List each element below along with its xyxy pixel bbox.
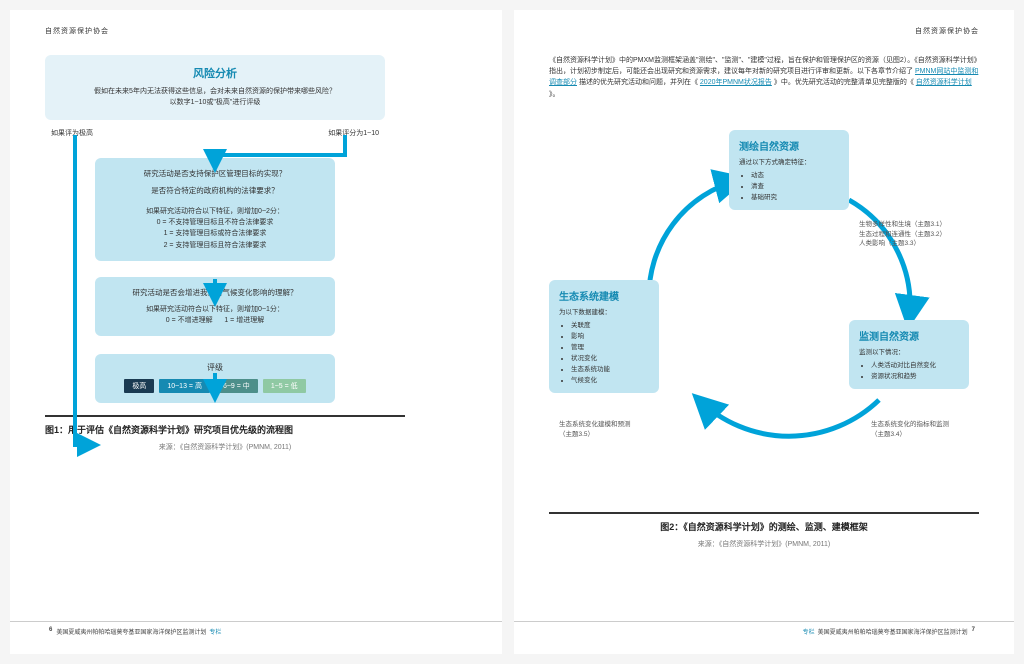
cycle-box-map: 测绘自然资源 通过以下方式确定特征： 动态清查基础研究 <box>729 130 849 210</box>
flowchart-climate-box: 研究活动是否会增进我们对气候变化影响的理解？ 如果研究活动符合以下特征，则增加0… <box>95 277 335 336</box>
list-item: 清查 <box>751 180 839 190</box>
flowchart-figure1: 风险分析 假如在未来5年内无法获得这些信息，会对未来自然资源的保护带来哪些风险？… <box>45 55 385 403</box>
model-title: 生态系统建模 <box>559 288 649 303</box>
page-right: 自然资源保护协会 《自然资源科学计划》中的PMXM监测框架涵盖"测绘"、"监测"… <box>514 10 1014 654</box>
list-item: 状况变化 <box>571 352 649 362</box>
figure1-caption: 图1：用于评估《自然资源科学计划》研究项目优先级的流程图 来源：《自然资源科学计… <box>45 415 405 452</box>
label-model-theme: 生态系统变化建模和预测 （主题3.5） <box>559 420 631 440</box>
support-opt0: 0 = 不支持管理目标且不符合法律要求 <box>107 217 323 228</box>
footer-text: 美国夏威夷州帕帕哈瑙莫夸基亚国家海洋保护区监测计划 <box>56 627 206 636</box>
list-item: 气候变化 <box>571 374 649 384</box>
list-item: 关联度 <box>571 319 649 329</box>
footer-accent: 专栏 <box>803 627 815 636</box>
rating-pill: 10~13 = 高 <box>159 379 210 393</box>
figure1-title: 图1：用于评估《自然资源科学计划》研究项目优先级的流程图 <box>45 423 405 436</box>
cycle-diagram: 测绘自然资源 通过以下方式确定特征： 动态清查基础研究 监测自然资源 监测以下情… <box>549 120 979 500</box>
label-map-themes: 生物多样性和生境（主题3.1） 生态过程和连通性（主题3.2） 人类影响（主题3… <box>859 220 946 249</box>
flowchart-rating-box: 评级 极高 10~13 = 高 6~9 = 中 1~5 = 低 <box>95 354 335 403</box>
rating-pill: 极高 <box>124 379 154 393</box>
running-header: 自然资源保护协会 <box>915 26 979 36</box>
support-intro: 如果研究活动符合以下特征，则增加0~2分： <box>107 206 323 217</box>
figure1-source: 来源：《自然资源科学计划》(PMNM, 2011) <box>45 442 405 452</box>
support-q2: 是否符合特定的政府机构的法律要求？ <box>107 185 323 197</box>
support-opt2: 2 = 支持管理目标且符合法律要求 <box>107 240 323 251</box>
support-opt1: 1 = 支持管理目标或符合法律要求 <box>107 228 323 239</box>
map-sub: 通过以下方式确定特征： <box>739 156 839 166</box>
list-item: 资源状况和趋势 <box>871 370 959 380</box>
label-monitor-theme: 生态系统变化的指标和监测 （主题3.4） <box>871 420 949 440</box>
branch-left-label: 如果评为极高 <box>51 128 93 138</box>
support-q1: 研究活动是否支持保护区管理目标的实现？ <box>107 168 323 180</box>
model-items: 关联度影响管理状况变化生态系统功能气候变化 <box>571 319 649 384</box>
footer-text: 美国夏威夷州帕帕哈瑙莫夸基亚国家海洋保护区监测计划 <box>818 627 968 636</box>
rating-pills: 极高 10~13 = 高 6~9 = 中 1~5 = 低 <box>105 379 325 393</box>
cycle-box-model: 生态系统建模 为以下数据建模： 关联度影响管理状况变化生态系统功能气候变化 <box>549 280 659 393</box>
page-number: 6 <box>49 627 52 636</box>
link-science-plan[interactable]: 自然资源科学计划 <box>916 79 972 86</box>
climate-intro: 如果研究活动符合以下特征，则增加0~1分： <box>107 304 323 315</box>
flowchart-risk-box: 风险分析 假如在未来5年内无法获得这些信息，会对未来自然资源的保护带来哪些风险？… <box>45 55 385 120</box>
list-item: 管理 <box>571 341 649 351</box>
list-item: 生态系统功能 <box>571 363 649 373</box>
list-item: 动态 <box>751 169 839 179</box>
figure2-caption: 图2：《自然资源科学计划》的测绘、监测、建模框架 来源：《自然资源科学计划》(P… <box>549 512 979 549</box>
page-left: 自然资源保护协会 风险分析 假如在未来5年内无法获得这些信息，会对未来自然资源的… <box>10 10 502 654</box>
branch-labels: 如果评为极高 如果评分为1~10 <box>45 128 385 142</box>
list-item: 人类活动对比自然变化 <box>871 359 959 369</box>
page-number: 7 <box>972 627 975 636</box>
rating-pill: 6~9 = 中 <box>215 379 258 393</box>
list-item: 影响 <box>571 330 649 340</box>
running-header: 自然资源保护协会 <box>45 26 109 36</box>
link-2020-report[interactable]: 2020年PMNM状况报告 <box>700 79 772 86</box>
list-item: 基础研究 <box>751 191 839 201</box>
rating-title: 评级 <box>105 362 325 373</box>
monitor-sub: 监测以下情况： <box>859 346 959 356</box>
branch-right-label: 如果评分为1~10 <box>328 128 379 138</box>
climate-opt0: 0 = 不增进理解 <box>166 317 213 324</box>
flowchart-support-box: 研究活动是否支持保护区管理目标的实现？ 是否符合特定的政府机构的法律要求？ 如果… <box>95 158 335 261</box>
risk-scale: 以数字1~10或"极高"进行评级 <box>59 98 371 109</box>
climate-opt1: 1 = 增进理解 <box>224 317 264 324</box>
monitor-title: 监测自然资源 <box>859 328 959 343</box>
risk-title: 风险分析 <box>59 65 371 81</box>
figure2-title: 图2：《自然资源科学计划》的测绘、监测、建模框架 <box>549 520 979 533</box>
cycle-box-monitor: 监测自然资源 监测以下情况： 人类活动对比自然变化资源状况和趋势 <box>849 320 969 389</box>
map-items: 动态清查基础研究 <box>751 169 839 201</box>
model-sub: 为以下数据建模： <box>559 306 649 316</box>
footer-left-page: 6 美国夏威夷州帕帕哈瑙莫夸基亚国家海洋保护区监测计划 专栏 <box>10 621 502 636</box>
rating-pill: 1~5 = 低 <box>263 379 306 393</box>
intro-paragraph: 《自然资源科学计划》中的PMXM监测框架涵盖"测绘"、"监测"、"建模"过程，旨… <box>549 55 979 100</box>
figure2-source: 来源：《自然资源科学计划》(PMNM, 2011) <box>549 539 979 549</box>
map-title: 测绘自然资源 <box>739 138 839 153</box>
footer-accent: 专栏 <box>209 627 221 636</box>
climate-q: 研究活动是否会增进我们对气候变化影响的理解？ <box>107 287 323 299</box>
risk-question: 假如在未来5年内无法获得这些信息，会对未来自然资源的保护带来哪些风险？ <box>59 87 371 98</box>
footer-right-page: 专栏 美国夏威夷州帕帕哈瑙莫夸基亚国家海洋保护区监测计划 7 <box>514 621 1014 636</box>
monitor-items: 人类活动对比自然变化资源状况和趋势 <box>871 359 959 380</box>
